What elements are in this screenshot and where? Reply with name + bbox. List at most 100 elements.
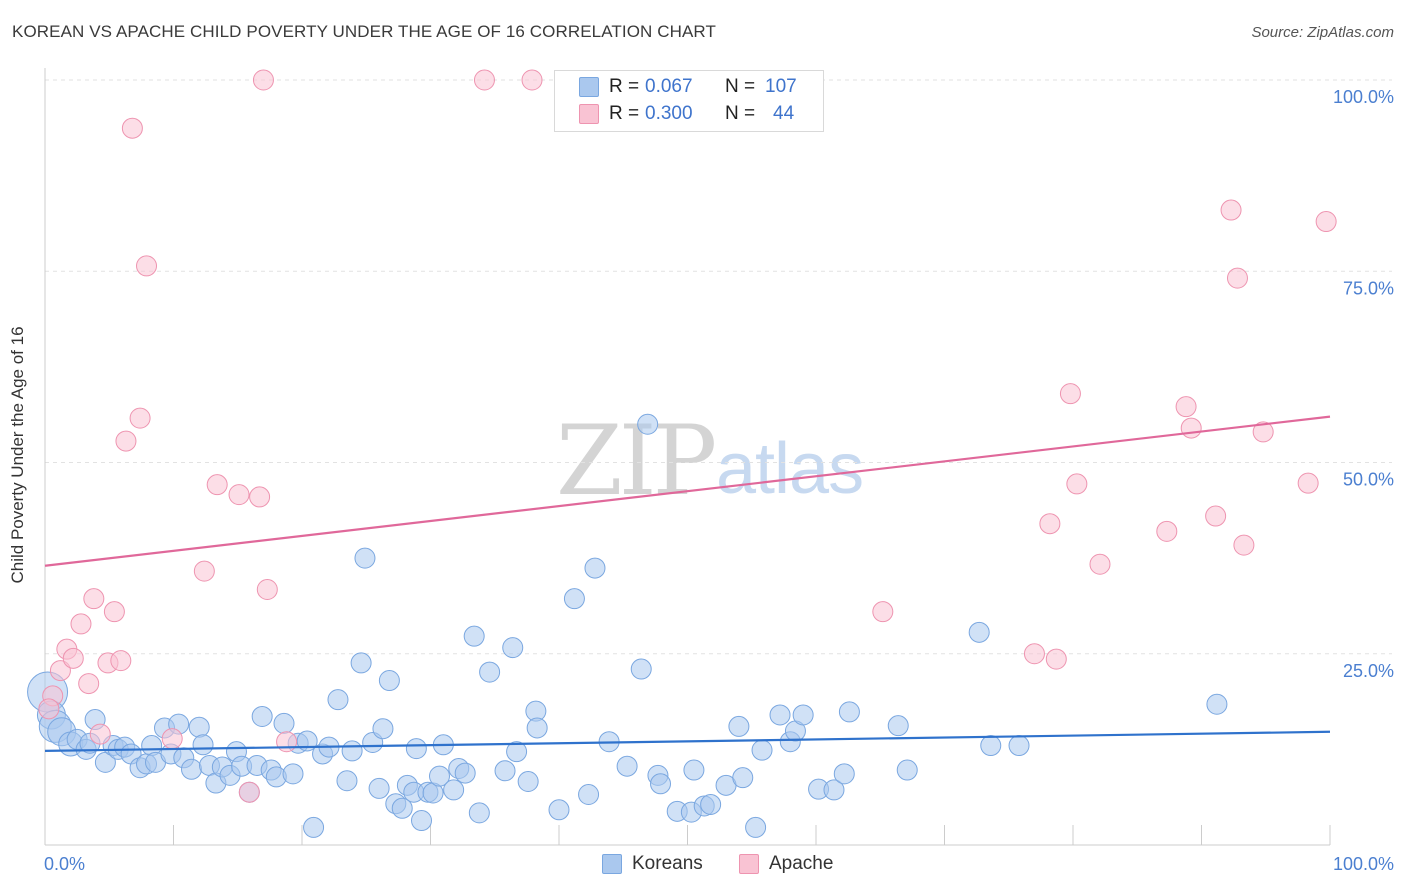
apache-point	[78, 673, 100, 695]
apache-point	[256, 578, 278, 600]
apache-point	[1039, 513, 1061, 535]
koreans-point	[454, 762, 476, 784]
n-label: N =	[725, 103, 756, 124]
koreans-point	[411, 810, 433, 832]
koreans-point	[336, 770, 358, 792]
y-tick-label: 50.0%	[1343, 470, 1394, 490]
apache-point	[1233, 534, 1255, 556]
r-label: R =	[609, 76, 640, 97]
koreans-point	[502, 637, 524, 659]
watermark-atlas: atlas	[716, 429, 864, 509]
apache-legend-label: Apache	[769, 853, 834, 874]
koreans-point	[251, 705, 273, 727]
koreans-point	[282, 763, 304, 785]
koreans-trend-line	[44, 730, 1331, 753]
n-value: 107	[765, 76, 797, 97]
apache-swatch-icon	[579, 104, 599, 124]
apache-point	[1205, 505, 1227, 527]
koreans-legend-icon	[602, 854, 622, 874]
apache-point	[83, 588, 105, 610]
apache-point	[276, 731, 298, 753]
koreans-point	[405, 738, 427, 760]
koreans-point	[745, 816, 767, 838]
n-label: N =	[725, 76, 756, 97]
apache-legend-icon	[739, 854, 759, 874]
apache-point	[252, 69, 274, 91]
x-tick-label: 0.0%	[44, 854, 85, 874]
r-value: 0.067	[645, 76, 693, 97]
apache-point	[89, 723, 111, 745]
koreans-point	[683, 759, 705, 781]
koreans-point	[732, 767, 754, 789]
apache-point	[115, 430, 137, 452]
apache-point	[1066, 473, 1088, 495]
koreans-point	[180, 758, 202, 780]
koreans-point	[563, 588, 585, 610]
x-tick-label: 100.0%	[1333, 854, 1394, 874]
y-tick-label: 25.0%	[1343, 661, 1394, 681]
apache-point	[1315, 211, 1337, 233]
koreans-point	[578, 784, 600, 806]
koreans-point	[391, 797, 413, 819]
apache-point	[121, 117, 143, 139]
koreans-point	[428, 765, 450, 787]
koreans-point	[968, 621, 990, 643]
apache-point	[1059, 383, 1081, 405]
koreans-point	[700, 793, 722, 815]
apache-point	[70, 613, 92, 635]
apache-point	[521, 69, 543, 91]
koreans-point	[792, 704, 814, 726]
koreans-point	[769, 704, 791, 726]
apache-point	[1175, 396, 1197, 418]
koreans-point	[833, 763, 855, 785]
y-tick-label: 100.0%	[1333, 87, 1394, 107]
r-value: 0.300	[645, 103, 693, 124]
koreans-point	[506, 741, 528, 763]
apache-point	[49, 660, 71, 682]
koreans-point	[479, 661, 501, 683]
koreans-point	[616, 755, 638, 777]
apache-point	[238, 781, 260, 803]
koreans-point	[584, 557, 606, 579]
watermark-zip: ZIP	[556, 405, 717, 517]
apache-point	[1226, 267, 1248, 289]
koreans-point	[980, 735, 1002, 757]
apache-point	[1023, 643, 1045, 665]
apache-point	[62, 647, 84, 669]
koreans-point	[188, 716, 210, 738]
koreans-point	[896, 759, 918, 781]
koreans-point	[350, 652, 372, 674]
koreans-point	[463, 625, 485, 647]
koreans-swatch-icon	[579, 77, 599, 97]
apache-point	[206, 474, 228, 496]
koreans-point	[341, 740, 363, 762]
apache-point	[1220, 199, 1242, 221]
apache-point	[1089, 553, 1111, 575]
apache-point	[38, 698, 60, 720]
koreans-point	[526, 717, 548, 739]
apache-point	[129, 407, 151, 429]
apache-point	[249, 486, 271, 508]
apache-point	[1180, 417, 1202, 439]
koreans-point	[630, 658, 652, 680]
r-label: R =	[609, 103, 640, 124]
apache-point	[161, 728, 183, 750]
apache-point	[872, 601, 894, 623]
koreans-point	[548, 799, 570, 821]
y-tick-label: 75.0%	[1343, 278, 1394, 298]
apache-point	[110, 650, 132, 672]
koreans-point	[823, 779, 845, 801]
koreans-point	[372, 718, 394, 740]
source-label: Source: ZipAtlas.com	[1251, 24, 1394, 41]
koreans-legend-label: Koreans	[632, 853, 703, 874]
koreans-point	[1008, 735, 1030, 757]
koreans-point	[517, 771, 539, 793]
n-value: 44	[773, 103, 795, 124]
koreans-point	[192, 734, 214, 756]
koreans-point	[354, 547, 376, 569]
koreans-point	[838, 701, 860, 723]
chart-title: KOREAN VS APACHE CHILD POVERTY UNDER THE…	[12, 22, 716, 41]
apache-point	[1156, 520, 1178, 542]
koreans-point	[273, 712, 295, 734]
